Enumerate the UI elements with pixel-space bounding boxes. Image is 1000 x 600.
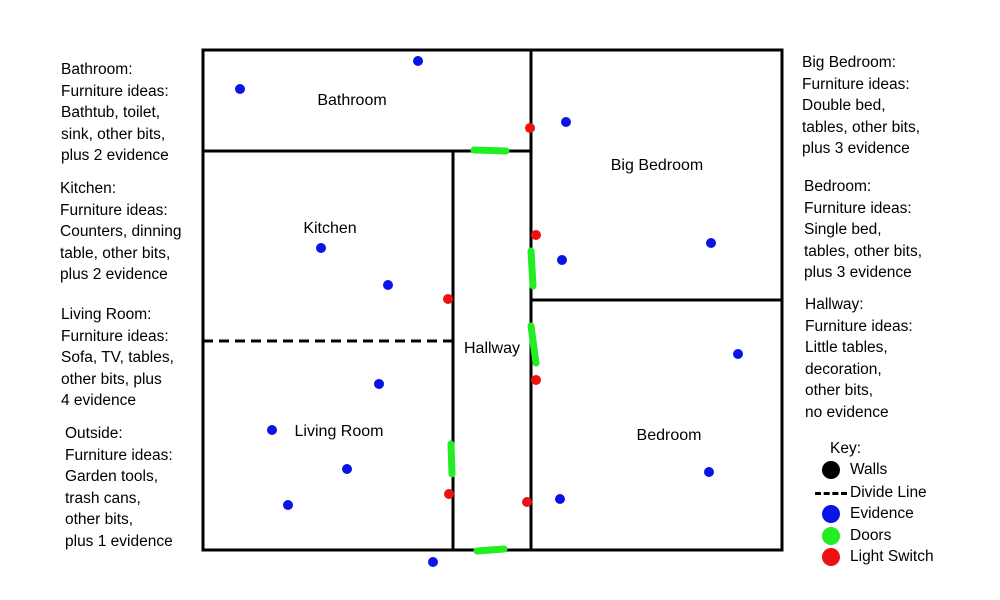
evidence-swatch-icon — [822, 505, 840, 523]
room-label-bathroom: Bathroom — [317, 92, 386, 110]
note-living-room: Living Room: Furniture ideas: Sofa, TV, … — [61, 304, 174, 412]
note-bathroom: Bathroom: Furniture ideas: Bathtub, toil… — [61, 59, 169, 167]
evidence-dot — [374, 379, 384, 389]
note-hallway: Hallway: Furniture ideas: Little tables,… — [805, 294, 913, 423]
light-switch-dot — [522, 497, 532, 507]
light-switch-dot — [531, 375, 541, 385]
evidence-dot — [733, 349, 743, 359]
room-label-big-bedroom: Big Bedroom — [611, 157, 704, 175]
evidence-dot — [283, 500, 293, 510]
doors-swatch-icon — [822, 527, 840, 545]
door-bedroom — [531, 326, 536, 363]
evidence-dot — [561, 117, 571, 127]
legend-title: Key: — [830, 440, 861, 458]
evidence-dot — [267, 425, 277, 435]
divide-line-swatch-icon — [815, 492, 847, 495]
evidence-dot — [555, 494, 565, 504]
legend-item-evidence: Evidence — [812, 503, 914, 525]
walls — [203, 50, 782, 550]
evidence-dot — [428, 557, 438, 567]
legend-label-walls: Walls — [850, 461, 887, 479]
note-outside: Outside: Furniture ideas: Garden tools, … — [65, 423, 173, 552]
door-big-bedroom — [531, 251, 533, 286]
room-label-living-room: Living Room — [295, 423, 384, 441]
legend-label-light-switch: Light Switch — [850, 548, 934, 566]
legend-item-divide-line: Divide Line — [812, 482, 927, 504]
room-label-hallway: Hallway — [464, 340, 520, 358]
evidence-dot — [235, 84, 245, 94]
legend-label-evidence: Evidence — [850, 505, 914, 523]
evidence-dot — [342, 464, 352, 474]
legend-item-walls: Walls — [812, 459, 887, 481]
room-label-kitchen: Kitchen — [303, 220, 356, 238]
light-switch-dot — [525, 123, 535, 133]
door-living-room — [451, 444, 452, 474]
light-switch-swatch-icon — [822, 548, 840, 566]
legend-label-divide-line: Divide Line — [850, 484, 927, 502]
light-switch-dot — [443, 294, 453, 304]
evidence-dot — [706, 238, 716, 248]
evidence-dot — [557, 255, 567, 265]
evidence-markers — [235, 56, 743, 567]
legend-item-light-switch: Light Switch — [812, 546, 934, 568]
legend-label-doors: Doors — [850, 527, 891, 545]
light-switch-dot — [531, 230, 541, 240]
door-bathroom — [474, 150, 506, 151]
note-big-bedroom: Big Bedroom: Furniture ideas: Double bed… — [802, 52, 920, 160]
walls-swatch-icon — [822, 461, 840, 479]
note-kitchen: Kitchen: Furniture ideas: Counters, dinn… — [60, 178, 182, 286]
evidence-dot — [413, 56, 423, 66]
room-label-bedroom: Bedroom — [637, 427, 702, 445]
light-switches — [443, 123, 541, 507]
evidence-dot — [704, 467, 714, 477]
door-front — [477, 549, 504, 551]
light-switch-dot — [444, 489, 454, 499]
evidence-dot — [383, 280, 393, 290]
note-bedroom: Bedroom: Furniture ideas: Single bed, ta… — [804, 176, 922, 284]
legend-item-doors: Doors — [812, 525, 891, 547]
evidence-dot — [316, 243, 326, 253]
